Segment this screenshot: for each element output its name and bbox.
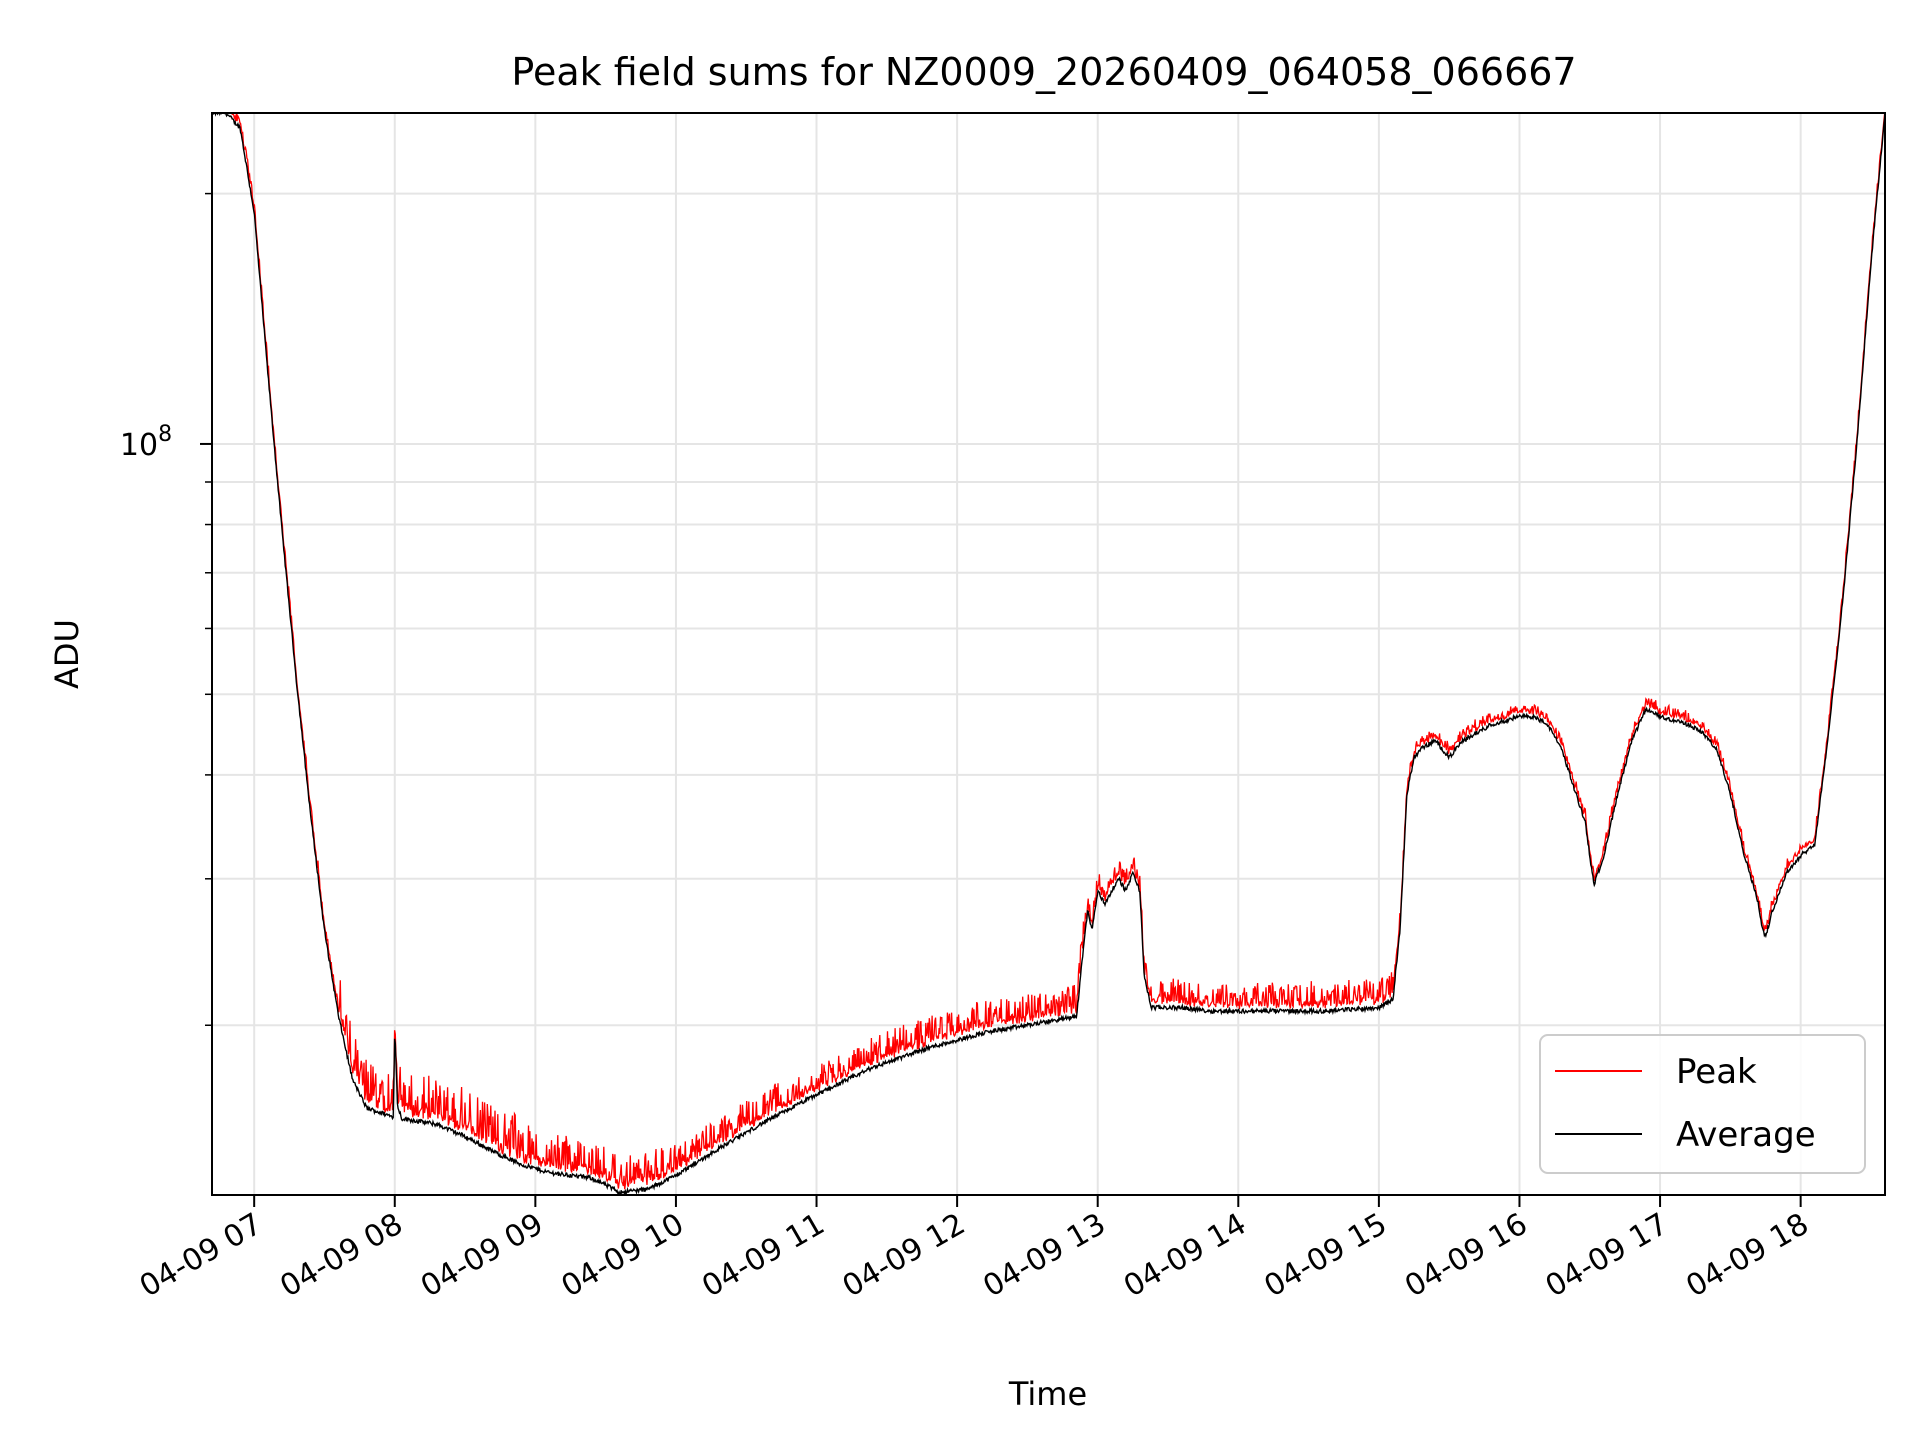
y-axis-ticks: 108 <box>120 192 212 1026</box>
legend-average-label: Average <box>1676 1115 1816 1155</box>
y-tick-label-exponent: 8 <box>158 422 172 447</box>
x-axis-label: Time <box>1008 1375 1087 1413</box>
legend-box <box>1539 1034 1866 1174</box>
grid-lines <box>212 113 1885 1195</box>
y-tick-label-base: 10 <box>120 428 158 463</box>
legend-peak-label: Peak <box>1676 1052 1757 1092</box>
y-axis-label: ADU <box>48 619 86 689</box>
chart-title: Peak field sums for NZ0009_20260409_0640… <box>511 50 1576 94</box>
series-peak-line <box>230 113 1885 1190</box>
legend: Peak Average <box>1539 1034 1866 1174</box>
y-tick-label: 108 <box>120 422 172 463</box>
plot-frame <box>211 112 1886 1196</box>
series-lines <box>212 113 1885 1195</box>
series-average-line <box>212 113 1885 1195</box>
